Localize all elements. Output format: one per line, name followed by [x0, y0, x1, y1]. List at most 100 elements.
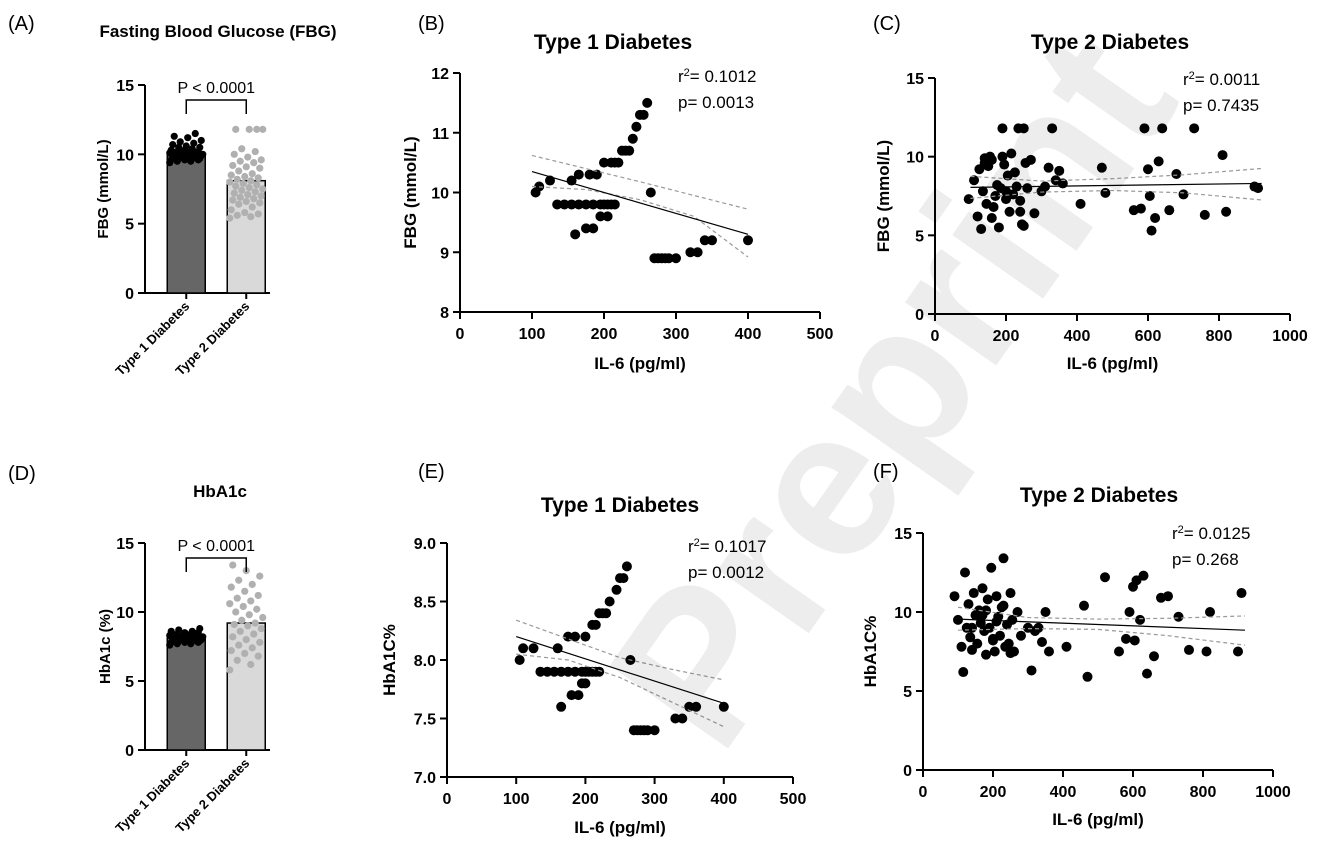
data-point: [1184, 644, 1194, 655]
data-point: [227, 206, 235, 214]
data-point: [1157, 123, 1168, 134]
data-point: [986, 213, 997, 224]
data-point: [250, 630, 258, 638]
data-point: [613, 157, 624, 168]
data-point: [256, 199, 264, 207]
y-axis-label: FBG (mmol/L): [95, 139, 112, 238]
data-point: [256, 638, 264, 646]
data-point: [743, 235, 753, 246]
data-point: [247, 597, 255, 605]
data-point: [956, 641, 967, 652]
data-point: [584, 169, 595, 180]
data-point: [167, 146, 175, 154]
data-point: [988, 633, 998, 644]
data-point: [244, 622, 252, 630]
data-point: [230, 150, 238, 158]
data-point: [998, 553, 1009, 564]
data-point: [528, 643, 539, 654]
data-point: [1040, 607, 1051, 617]
data-point: [235, 576, 243, 584]
r-squared-label: r2= 0.0011: [1183, 70, 1260, 89]
data-point: [1018, 220, 1029, 231]
panel-letter-f: (F): [873, 461, 899, 483]
data-point: [991, 616, 1002, 627]
y-tick-label: 10: [116, 147, 134, 164]
data-point: [1096, 162, 1107, 173]
data-point: [581, 199, 591, 210]
data-point: [969, 175, 980, 186]
data-point: [190, 139, 198, 147]
data-point: [692, 247, 703, 258]
regression-line: [970, 182, 1262, 188]
data-point: [1022, 183, 1033, 194]
chart-title: Type 2 Diabetes: [1031, 31, 1189, 54]
y-tick-label: 15: [906, 71, 924, 88]
chart-title: Type 1 Diabetes: [534, 31, 692, 54]
x-tick-label: 0: [456, 326, 465, 343]
data-point: [257, 192, 265, 200]
data-point: [188, 145, 196, 153]
data-point: [182, 142, 190, 150]
data-point: [580, 631, 591, 642]
data-point: [1217, 150, 1228, 161]
data-point: [1100, 572, 1110, 583]
data-point: [247, 177, 255, 185]
data-point: [602, 211, 613, 222]
data-point: [642, 97, 653, 108]
data-point: [621, 561, 632, 572]
data-point: [989, 646, 1000, 657]
data-point: [242, 197, 250, 206]
data-point: [984, 622, 995, 633]
data-point: [1005, 588, 1016, 599]
data-point: [1199, 209, 1210, 220]
data-point: [241, 208, 249, 217]
data-point: [963, 194, 974, 205]
data-point: [999, 159, 1010, 170]
data-point: [227, 171, 235, 179]
data-point: [176, 138, 184, 146]
y-tick-label: 7.0: [414, 770, 436, 787]
data-point: [238, 186, 246, 194]
data-point: [226, 214, 234, 222]
data-point: [1139, 123, 1150, 134]
data-point: [250, 159, 258, 167]
x-tick-label: 100: [519, 326, 546, 343]
x-tick-label: 0: [919, 784, 928, 801]
data-point: [248, 580, 256, 589]
panel-letter-c: (C): [873, 13, 901, 35]
data-point: [242, 636, 250, 644]
data-point: [197, 136, 205, 145]
confidence-band-upper: [970, 167, 1262, 182]
data-point: [1129, 635, 1140, 646]
x-tick-label: 600: [1135, 328, 1162, 345]
data-point: [259, 185, 267, 193]
data-point: [245, 184, 253, 192]
data-point: [250, 195, 258, 203]
r-squared-label: r2= 0.1017: [688, 537, 766, 556]
data-point: [1142, 668, 1152, 679]
x-tick-label: 400: [1050, 784, 1077, 801]
data-point: [998, 600, 1009, 611]
y-tick-label: 15: [116, 536, 134, 553]
regression-line: [957, 618, 1246, 631]
data-point: [977, 186, 988, 197]
data-point: [1018, 123, 1029, 134]
data-point: [1143, 164, 1153, 175]
data-point: [1001, 194, 1011, 205]
data-point: [251, 188, 259, 196]
y-tick-label: 5: [125, 217, 134, 234]
data-point: [645, 187, 656, 198]
y-tick-label: 9.0: [414, 536, 436, 553]
data-point: [1233, 646, 1243, 657]
data-point: [244, 190, 252, 199]
data-point: [609, 199, 620, 210]
data-point: [691, 701, 702, 712]
data-point: [226, 666, 234, 674]
data-point: [566, 690, 577, 701]
data-point: [981, 649, 991, 660]
data-point: [1221, 206, 1232, 217]
data-point: [1236, 588, 1247, 599]
y-tick-label: 15: [116, 78, 134, 95]
